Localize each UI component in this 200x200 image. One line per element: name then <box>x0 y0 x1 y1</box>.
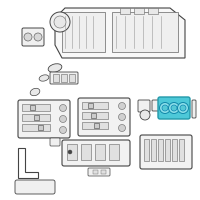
Circle shape <box>162 105 168 111</box>
Circle shape <box>168 102 180 114</box>
Circle shape <box>178 102 188 114</box>
Bar <box>30 105 35 110</box>
FancyBboxPatch shape <box>152 100 164 111</box>
Polygon shape <box>62 12 105 52</box>
Circle shape <box>60 127 66 134</box>
Bar <box>93 170 98 174</box>
FancyBboxPatch shape <box>138 100 150 112</box>
Polygon shape <box>55 8 185 58</box>
Bar <box>172 139 177 161</box>
FancyBboxPatch shape <box>88 168 110 176</box>
Circle shape <box>34 33 42 41</box>
FancyBboxPatch shape <box>192 100 196 118</box>
Ellipse shape <box>30 88 40 96</box>
Bar <box>22 124 50 131</box>
Circle shape <box>118 114 126 120</box>
Bar <box>61 74 67 82</box>
Ellipse shape <box>48 64 62 72</box>
Bar <box>101 170 106 174</box>
Bar <box>95 144 105 160</box>
Bar <box>38 125 43 130</box>
Circle shape <box>24 33 32 41</box>
Circle shape <box>180 105 186 111</box>
Circle shape <box>118 124 126 132</box>
Bar <box>120 8 130 14</box>
Circle shape <box>160 102 170 114</box>
FancyBboxPatch shape <box>50 138 60 146</box>
Bar <box>82 102 108 109</box>
Bar <box>158 139 163 161</box>
Bar <box>82 112 108 119</box>
Circle shape <box>171 105 177 111</box>
FancyBboxPatch shape <box>62 140 130 166</box>
Circle shape <box>68 150 72 154</box>
Polygon shape <box>112 12 178 52</box>
FancyBboxPatch shape <box>15 180 55 194</box>
Bar <box>151 139 156 161</box>
Ellipse shape <box>39 75 49 81</box>
Bar <box>94 123 99 128</box>
Bar <box>144 139 149 161</box>
Circle shape <box>60 104 66 112</box>
FancyBboxPatch shape <box>158 97 190 119</box>
Circle shape <box>140 110 150 120</box>
Bar <box>91 113 96 118</box>
Circle shape <box>50 12 70 32</box>
Bar <box>134 8 144 14</box>
Circle shape <box>54 16 66 28</box>
Bar <box>22 114 50 121</box>
Bar <box>53 74 59 82</box>
Bar <box>179 139 184 161</box>
Circle shape <box>60 116 66 122</box>
Bar <box>82 122 108 129</box>
FancyBboxPatch shape <box>78 98 130 136</box>
Bar <box>69 74 75 82</box>
Circle shape <box>118 102 126 110</box>
FancyBboxPatch shape <box>50 72 78 84</box>
Bar <box>34 115 39 120</box>
FancyBboxPatch shape <box>18 100 70 138</box>
FancyBboxPatch shape <box>140 135 192 169</box>
Bar <box>81 144 91 160</box>
FancyBboxPatch shape <box>22 28 44 46</box>
Bar <box>148 8 158 14</box>
Bar <box>67 144 77 160</box>
Bar <box>165 139 170 161</box>
Bar <box>22 104 50 111</box>
Bar <box>88 103 93 108</box>
Bar <box>109 144 119 160</box>
